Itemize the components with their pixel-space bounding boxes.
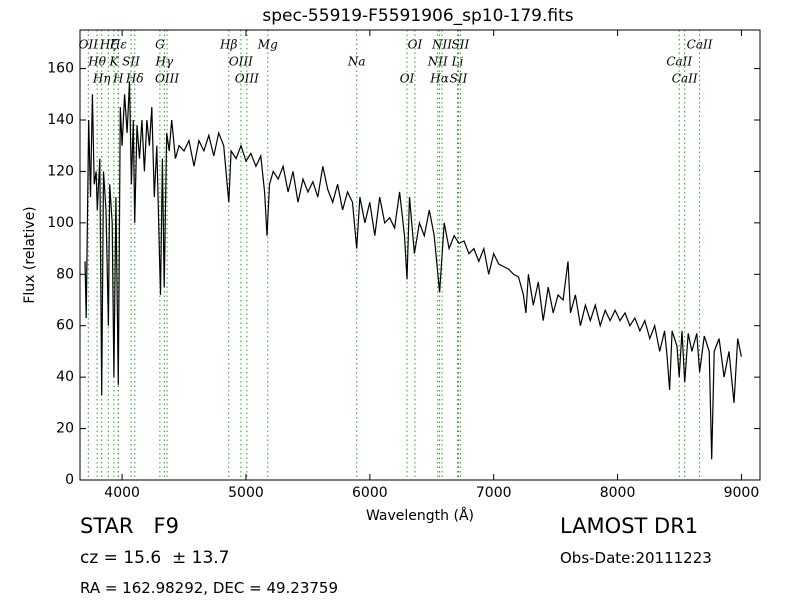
y-axis-label: Flux (relative) bbox=[22, 206, 38, 303]
y-tick-label: 0 bbox=[65, 472, 74, 488]
chart: spec-55919-F5591906_sp10-179.fits Wavele… bbox=[22, 6, 761, 524]
coordinates: RA = 162.98292, DEC = 49.23759 bbox=[80, 579, 339, 597]
spectral-line-label: Hε bbox=[109, 38, 127, 52]
spectral-line-label: OIII bbox=[155, 72, 179, 86]
spectral-line-label: Hβ bbox=[219, 38, 237, 52]
spectral-line-label: OI bbox=[400, 72, 415, 86]
survey: LAMOST DR1 bbox=[560, 514, 699, 538]
y-tick-label: 40 bbox=[56, 369, 74, 385]
spectral-line-label: CaII bbox=[672, 72, 698, 86]
x-tick-label: 4000 bbox=[104, 485, 140, 501]
spectrum-line bbox=[84, 81, 742, 460]
spectral-line-label: SII bbox=[450, 72, 468, 86]
spectral-line-label: K bbox=[108, 55, 119, 69]
spectral-line-label: NII bbox=[427, 55, 448, 69]
x-tick-label: 7000 bbox=[476, 485, 512, 501]
x-tick-label: 5000 bbox=[228, 485, 264, 501]
redshift: cz = 15.6 ± 13.7 bbox=[80, 548, 230, 568]
y-tick-label: 20 bbox=[56, 421, 74, 437]
spectral-line-label: OIII bbox=[235, 72, 259, 86]
spectral-line-label: Na bbox=[347, 55, 366, 69]
x-axis-label: Wavelength (Å) bbox=[366, 507, 474, 524]
spectral-line-label: SII bbox=[122, 55, 140, 69]
spectral-line-label: Hγ bbox=[155, 55, 174, 69]
spectral-line-label: OII bbox=[79, 38, 99, 52]
spectral-line-label: OIII bbox=[229, 55, 253, 69]
spectral-line-label: H bbox=[112, 72, 124, 86]
spectral-line-label: CaII bbox=[687, 38, 713, 52]
y-tick-label: 120 bbox=[47, 163, 74, 179]
obs-date: Obs-Date:20111223 bbox=[560, 549, 712, 567]
x-tick-label: 9000 bbox=[724, 485, 760, 501]
spectral-line-label: CaII bbox=[666, 55, 692, 69]
spectral-line-label: Hη bbox=[92, 72, 111, 86]
plot-frame bbox=[79, 29, 761, 481]
x-tick-label: 8000 bbox=[600, 485, 636, 501]
spectral-line-label: Hδ bbox=[125, 72, 144, 86]
spectral-line-label: G bbox=[155, 38, 165, 52]
spectral-line-label: Hα bbox=[429, 72, 449, 86]
spectral-line-label: SII bbox=[452, 38, 470, 52]
spectral-line-label: NII bbox=[431, 38, 452, 52]
spectral-line-label: Hθ bbox=[87, 55, 106, 69]
spectral-line-label: Li bbox=[451, 55, 464, 69]
spectral-line-label: OI bbox=[408, 38, 423, 52]
y-tick-label: 160 bbox=[47, 61, 74, 77]
y-tick-label: 100 bbox=[47, 215, 74, 231]
y-tick-label: 140 bbox=[47, 112, 74, 128]
x-tick-label: 6000 bbox=[352, 485, 388, 501]
y-tick-label: 80 bbox=[56, 266, 74, 282]
classification: STAR F9 bbox=[80, 514, 179, 538]
chart-title: spec-55919-F5591906_sp10-179.fits bbox=[262, 6, 573, 26]
y-tick-label: 60 bbox=[56, 318, 74, 334]
spectral-line-label: Mg bbox=[257, 38, 278, 52]
